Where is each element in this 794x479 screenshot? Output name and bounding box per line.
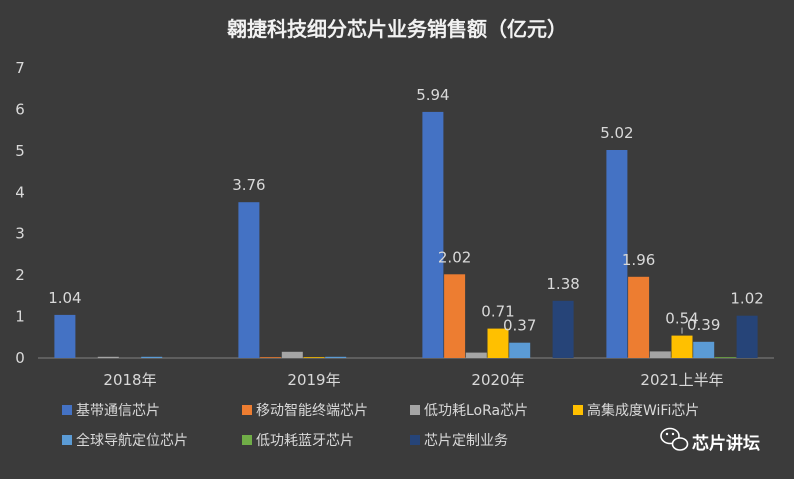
legend-label: 基带通信芯片	[76, 402, 160, 419]
legend-swatch	[410, 435, 420, 445]
y-tick-label: 2	[15, 266, 25, 284]
legend-swatch	[62, 405, 72, 415]
legend-label: 移动智能终端芯片	[256, 403, 368, 419]
legend-label: 芯片定制业务	[424, 433, 508, 449]
x-category-label: 2020年	[471, 371, 524, 389]
x-category-label: 2018年	[103, 371, 156, 389]
legend-swatch	[62, 435, 72, 445]
legend-swatch	[573, 405, 583, 415]
data-label: 0.54	[665, 310, 698, 328]
bar	[693, 341, 715, 358]
bar	[54, 314, 76, 358]
bar	[714, 357, 736, 358]
wechat-icon	[660, 427, 689, 451]
data-label: 0.71	[481, 303, 514, 321]
data-label: 1.38	[546, 275, 579, 293]
y-tick-label: 4	[15, 183, 25, 201]
bar	[736, 315, 758, 358]
bar	[260, 357, 282, 358]
bar	[671, 335, 693, 358]
legend-label: 全球导航定位芯片	[76, 432, 188, 449]
bar	[444, 274, 466, 358]
data-label: 1.02	[730, 290, 763, 308]
y-tick-label: 5	[15, 142, 25, 160]
bar	[281, 351, 303, 358]
watermark-text: 芯片讲坛	[692, 433, 760, 454]
y-tick-label: 6	[15, 100, 25, 118]
x-category-label: 2021上半年	[640, 371, 723, 389]
data-labels-group: 1.04 3.76 5.94 2.02 0.710.37 1.38 5.02 1.96 0.54…	[48, 86, 764, 335]
watermark: 芯片讲坛	[660, 427, 760, 454]
legend-label: 高集成度WiFi芯片	[587, 402, 699, 419]
bar	[552, 300, 574, 358]
bar	[97, 356, 119, 358]
bar	[606, 150, 628, 358]
legend-swatch	[410, 405, 420, 415]
bar	[465, 352, 487, 358]
bar	[628, 276, 650, 358]
bar	[303, 357, 325, 358]
data-label: 0.37	[503, 317, 536, 335]
bars-group	[54, 111, 758, 359]
legend-swatch	[242, 435, 252, 445]
legend-label: 低功耗蓝牙芯片	[256, 433, 354, 449]
data-label: 1.96	[622, 251, 655, 269]
legend-label: 低功耗LoRa芯片	[424, 403, 528, 419]
y-axis: 0 1 2 3 4 5 6 7	[15, 59, 25, 367]
bar	[325, 356, 347, 358]
data-label: 1.04	[48, 289, 81, 307]
bar	[649, 351, 671, 358]
legend-swatch	[242, 405, 252, 415]
bar	[487, 328, 509, 358]
bar	[422, 111, 444, 359]
data-label: 5.02	[600, 124, 633, 142]
x-category-label: 2019年	[287, 371, 340, 389]
data-label: 0.39	[687, 316, 720, 334]
data-label: 5.94	[416, 86, 449, 104]
x-axis-labels: 2018年 2019年 2020年 2021上半年	[103, 371, 723, 389]
bar	[509, 342, 531, 358]
data-label: 3.76	[232, 176, 265, 194]
data-label: 2.02	[438, 248, 471, 266]
y-tick-label: 0	[15, 349, 25, 367]
bar	[141, 356, 163, 358]
chart-title: 翱捷科技细分芯片业务销售额（亿元）	[227, 17, 567, 41]
y-tick-label: 1	[15, 308, 25, 326]
bar	[238, 202, 260, 358]
y-tick-label: 7	[15, 59, 25, 77]
y-tick-label: 3	[15, 225, 25, 243]
legend: 基带通信芯片 移动智能终端芯片 低功耗LoRa芯片 高集成度WiFi芯片全球导航定位芯…	[62, 402, 699, 449]
